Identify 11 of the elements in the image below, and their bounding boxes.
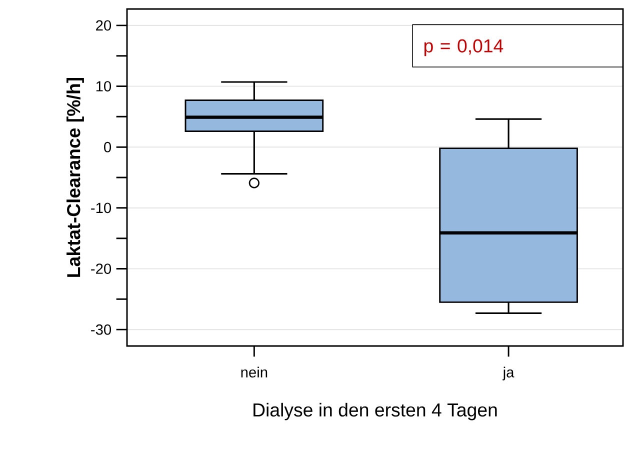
y-tick-label: -30 xyxy=(91,324,112,335)
annotation: p = 0,014 xyxy=(424,39,504,56)
x-tick-label: nein xyxy=(241,366,268,378)
y-tick-label: 0 xyxy=(104,142,112,152)
x-axis-title: Dialyse in den ersten 4 Tagen xyxy=(254,402,497,420)
x-tick-label: ja xyxy=(502,366,514,380)
y-axis-title: Laktat-Clearance [%/h] xyxy=(66,78,84,277)
y-tick-label: 20 xyxy=(96,20,112,31)
y-tick-label: -20 xyxy=(91,264,112,274)
y-tick-label: -10 xyxy=(91,202,112,214)
y-tick-label: 10 xyxy=(96,81,112,92)
